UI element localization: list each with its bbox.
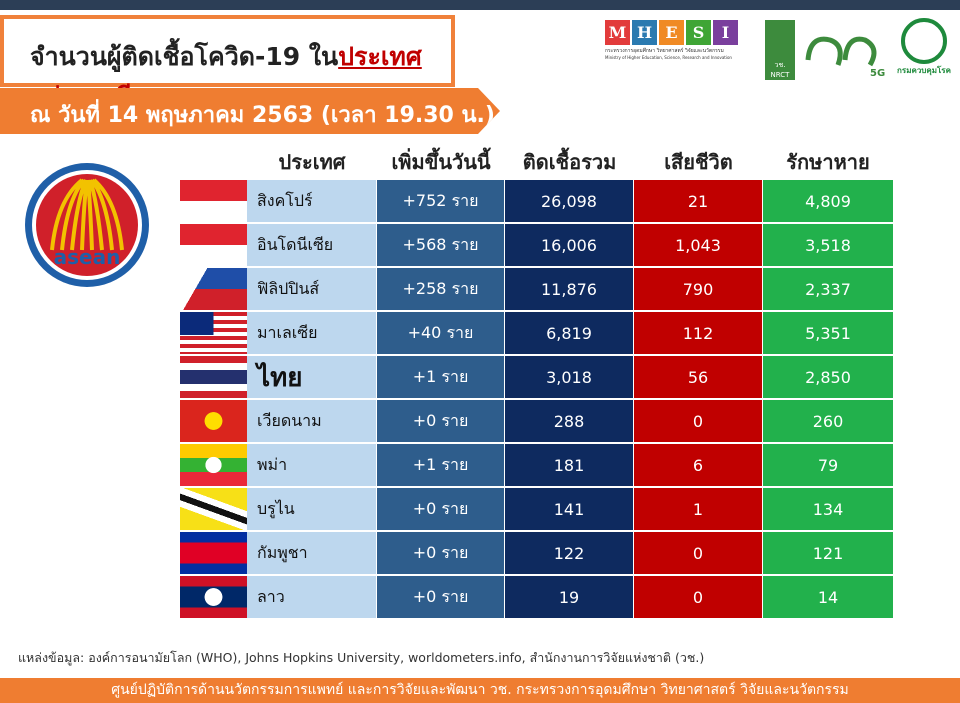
value-cell: 3,018 <box>505 356 633 398</box>
ddc-logo: กรมควบคุมโรค <box>892 18 956 82</box>
value-cell: +0 ราย <box>377 532 504 574</box>
value-cell: 122 <box>505 532 633 574</box>
value-cell: 0 <box>634 576 762 618</box>
value-cell: 134 <box>763 488 893 530</box>
flag <box>180 576 247 618</box>
value-cell: 5,351 <box>763 312 893 354</box>
value-cell: 2,337 <box>763 268 893 310</box>
country: สิงคโปร์ <box>247 180 376 222</box>
value-cell: +0 ราย <box>377 400 504 442</box>
flag <box>180 312 247 354</box>
country: ลาว <box>247 576 376 618</box>
value-cell: +40 ราย <box>377 312 504 354</box>
value-cell: 14 <box>763 576 893 618</box>
value-cell: 16,006 <box>505 224 633 266</box>
country: มาเลเซีย <box>247 312 376 354</box>
logo-shape <box>805 36 877 67</box>
flag <box>180 180 247 222</box>
value-cell: 288 <box>505 400 633 442</box>
date-banner: ณ วันที่ 14 พฤษภาคม 2563 (เวลา 19.30 น.) <box>0 88 500 134</box>
flag <box>180 224 247 266</box>
nrct-70-logo: 5G <box>805 36 885 79</box>
ddc-name: กรมควบคุมโรค <box>897 66 951 75</box>
value-cell: +0 ราย <box>377 576 504 618</box>
value-cell: 21 <box>634 180 762 222</box>
value-cell: +1 ราย <box>377 356 504 398</box>
flag <box>180 532 247 574</box>
mhesi-letter: S <box>686 20 711 45</box>
value-cell: 181 <box>505 444 633 486</box>
date: ณ วันที่ 14 พฤษภาคม 2563 (เวลา 19.30 น.) <box>30 103 495 128</box>
title: จำนวนผู้ติดเชื้อโควิด-19 ใน <box>30 42 339 71</box>
value-cell: 11,876 <box>505 268 633 310</box>
value-cell: +258 ราย <box>377 268 504 310</box>
value-cell: 2,850 <box>763 356 893 398</box>
country: อินโดนีเซีย <box>247 224 376 266</box>
nrct-5g: 5G <box>870 68 885 79</box>
column-header: ติดเชื้อรวม <box>522 150 617 174</box>
value-cell: 6 <box>634 444 762 486</box>
mhesi-letter: M <box>605 20 630 45</box>
value-cell: +1 ราย <box>377 444 504 486</box>
credit-bar: ศูนย์ปฏิบัติการด้านนวัตกรรมการแพทย์ และก… <box>0 678 960 703</box>
column-header: รักษาหาย <box>786 150 870 174</box>
flag <box>180 400 247 442</box>
value-cell: 121 <box>763 532 893 574</box>
value-cell: 0 <box>634 400 762 442</box>
mhesi-letter: E <box>659 20 684 45</box>
top-bar <box>0 0 960 10</box>
flag <box>180 444 247 486</box>
mhesi-caption-en: Ministry of Higher Education, Science, R… <box>605 55 732 60</box>
value-cell: 3,518 <box>763 224 893 266</box>
title-box: จำนวนผู้ติดเชื้อโควิด-19 ในประเทศกลุ่มอา… <box>0 15 455 111</box>
ddc-emblem <box>901 18 947 64</box>
value-cell: 0 <box>634 532 762 574</box>
column-header: ประเทศ <box>278 150 346 174</box>
country: พม่า <box>247 444 376 486</box>
country: กัมพูชา <box>247 532 376 574</box>
value-cell: 1 <box>634 488 762 530</box>
country: ไทย <box>247 356 376 398</box>
mhesi-letter: I <box>713 20 738 45</box>
asean-sheaves <box>50 178 124 251</box>
asean-logo: asean <box>25 163 149 287</box>
value-cell: 56 <box>634 356 762 398</box>
country: ฟิลิปปินส์ <box>247 268 376 310</box>
value-cell: 141 <box>505 488 633 530</box>
asean-text: asean <box>54 245 121 269</box>
value-cell: 79 <box>763 444 893 486</box>
asean-center <box>36 174 138 276</box>
value-cell: 260 <box>763 400 893 442</box>
country: บรูไน <box>247 488 376 530</box>
flag <box>180 356 247 398</box>
value-cell: 112 <box>634 312 762 354</box>
source: แหล่งข้อมูล: องค์การอนามัยโลก (WHO), Joh… <box>18 650 705 665</box>
value-cell: 790 <box>634 268 762 310</box>
value-cell: 26,098 <box>505 180 633 222</box>
value-cell: +752 ราย <box>377 180 504 222</box>
country: เวียดนาม <box>247 400 376 442</box>
mhesi-caption: กระทรวงการอุดมศึกษา วิทยาศาสตร์ วิจัยและ… <box>605 48 724 54</box>
value-cell: 19 <box>505 576 633 618</box>
flag <box>180 488 247 530</box>
value-cell: 4,809 <box>763 180 893 222</box>
column-header: เสียชีวิต <box>664 150 733 174</box>
flag <box>180 268 247 310</box>
nrct-logo: วช. NRCT <box>765 20 795 80</box>
value-cell: 1,043 <box>634 224 762 266</box>
value-cell: 6,819 <box>505 312 633 354</box>
value-cell: +568 ราย <box>377 224 504 266</box>
value-cell: +0 ราย <box>377 488 504 530</box>
column-header: เพิ่มขึ้นวันนี้ <box>391 150 491 174</box>
mhesi-letter: H <box>632 20 657 45</box>
